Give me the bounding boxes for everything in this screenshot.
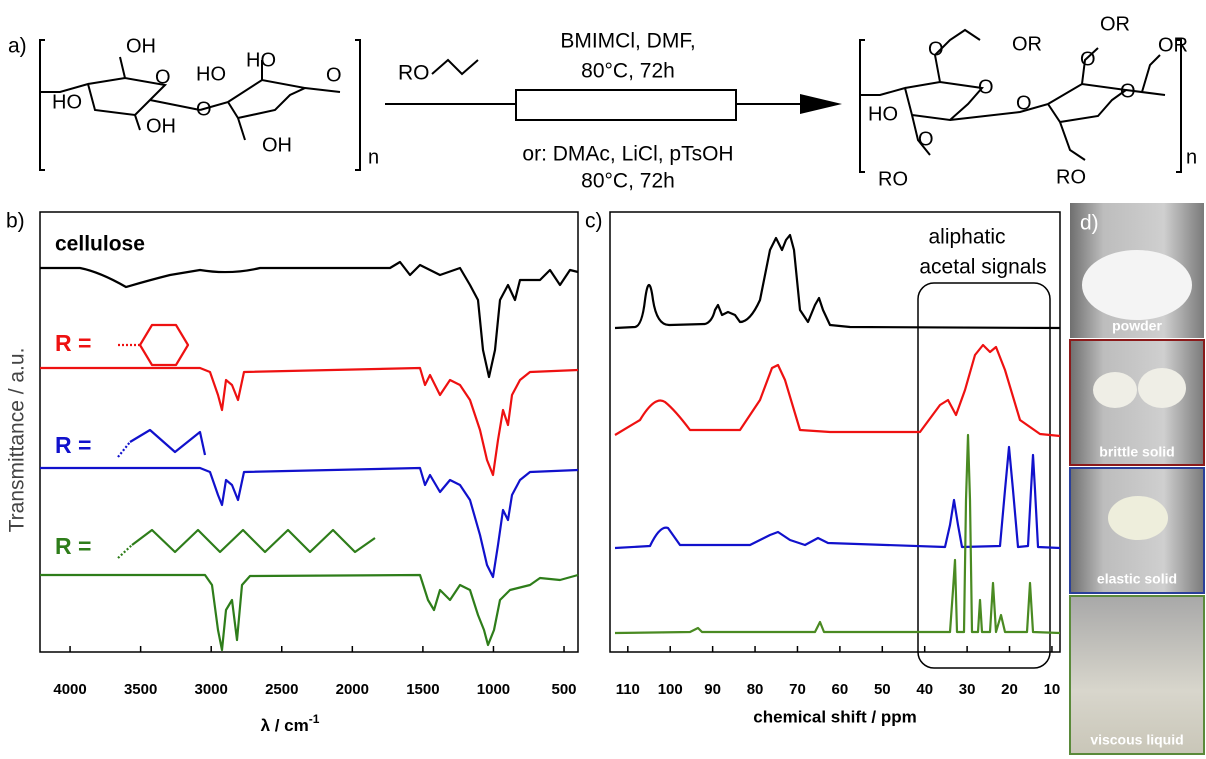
x-tick-label: 1500 <box>406 681 439 698</box>
x-axis-label-text: λ / cm <box>261 716 309 735</box>
atom-label: O <box>155 66 171 88</box>
x-axis-label: chemical shift / ppm <box>753 707 916 726</box>
atom-label: O <box>918 128 934 150</box>
nmr-spectrum <box>614 433 1061 635</box>
x-tick-label: 40 <box>916 681 933 698</box>
x-tick-label: 1000 <box>477 681 510 698</box>
substituent-bond <box>117 544 133 559</box>
photo-label: elastic solid <box>1097 571 1177 587</box>
substituent-butyl <box>129 428 207 456</box>
arrow-head <box>800 94 842 114</box>
trace-label: R = <box>55 330 91 356</box>
ir-spectrum <box>40 260 579 379</box>
photo-label: powder <box>1112 318 1162 334</box>
panel-label: a) <box>8 35 27 58</box>
photo <box>1069 595 1205 755</box>
repeat-n: n <box>368 146 379 168</box>
vinyl-group <box>431 58 479 76</box>
x-tick-label: 90 <box>704 681 721 698</box>
atom-label: O <box>1016 92 1032 114</box>
sample-brittle <box>1093 372 1137 408</box>
condition: BMIMCl, DMF, <box>560 30 695 53</box>
x-tick-label: 3500 <box>124 681 157 698</box>
nmr-spectrum <box>614 233 1061 330</box>
x-tick-label: 2500 <box>265 681 298 698</box>
panel-label: d) <box>1080 212 1099 235</box>
x-tick-label: 4000 <box>53 681 86 698</box>
reagent: RO <box>398 62 430 85</box>
atom-label: OH <box>262 134 292 156</box>
panel-label: c) <box>585 210 603 233</box>
atom-label: O <box>1080 48 1096 70</box>
atom-label: RO <box>1056 166 1086 188</box>
x-tick-label: 70 <box>789 681 806 698</box>
condition: 80°C, 72h <box>581 60 675 83</box>
nmr-spectrum <box>614 343 1061 438</box>
atom-label: HO <box>868 103 898 125</box>
condition: or: DMAc, LiCl, pTsOH <box>522 143 733 166</box>
atom-label: OH <box>126 35 156 57</box>
x-tick-label: 100 <box>658 681 683 698</box>
x-tick-label: 2000 <box>336 681 369 698</box>
x-tick-label: 80 <box>747 681 764 698</box>
atom-label: OR <box>1158 34 1188 56</box>
substituent-cyclohexyl <box>138 323 190 367</box>
annotation: aliphatic <box>928 226 1005 249</box>
x-tick-label: 50 <box>874 681 891 698</box>
atom-label: OH <box>146 115 176 137</box>
annotation-box <box>917 282 1051 669</box>
trace-label: R = <box>55 432 91 458</box>
repeat-n: n <box>1186 146 1197 168</box>
x-axis-label: λ / cm-1 <box>261 712 320 735</box>
photo-label: brittle solid <box>1099 444 1174 460</box>
reaction-box <box>515 89 737 121</box>
atom-label: RO <box>878 168 908 190</box>
nmr-spectrum <box>614 445 1061 550</box>
x-tick-label: 500 <box>552 681 577 698</box>
panel-a: a) OH HO HO HO OH OH O O O n RO BMIMCl, … <box>8 13 1197 192</box>
x-tick-label: 10 <box>1044 681 1061 698</box>
sample-brittle <box>1138 368 1186 408</box>
photo <box>1069 339 1205 466</box>
atom-label: HO <box>196 63 226 85</box>
plot-frame <box>39 211 579 653</box>
substituent-dodecyl <box>131 528 376 554</box>
atom-label: O <box>928 38 944 60</box>
x-tick-label: 20 <box>1001 681 1018 698</box>
x-tick-label: 110 <box>616 681 640 698</box>
atom-label: O <box>326 64 342 86</box>
panel-d: d) powder brittle solid elastic solid vi… <box>1069 203 1205 755</box>
atom-label: HO <box>52 91 82 113</box>
y-axis-label: Transmittance / a.u. <box>6 348 29 533</box>
trace-label: cellulose <box>55 233 145 256</box>
x-tick-label: 30 <box>959 681 976 698</box>
x-tick-label: 60 <box>832 681 849 698</box>
panel-c: c) aliphatic acetal signals chemical shi… <box>585 210 1061 726</box>
reactant-structure <box>39 39 361 171</box>
annotation: acetal signals <box>919 256 1046 279</box>
product-structure <box>859 28 1182 173</box>
sample-elastic <box>1108 496 1168 540</box>
atom-label: O <box>196 98 212 120</box>
ir-spectrum <box>40 573 579 652</box>
trace-label: R = <box>55 533 91 559</box>
ir-spectrum <box>40 366 579 477</box>
substituent-bond <box>117 441 131 458</box>
plot-frame <box>609 211 1061 653</box>
atom-label: O <box>978 76 994 98</box>
atom-label: OR <box>1012 33 1042 55</box>
atom-label: O <box>1120 80 1136 102</box>
ir-spectrum <box>40 466 579 579</box>
sample-powder <box>1082 250 1192 320</box>
photo-label: viscous liquid <box>1090 732 1183 748</box>
x-tick-label: 3000 <box>195 681 228 698</box>
condition: 80°C, 72h <box>581 170 675 193</box>
atom-label: HO <box>246 49 276 71</box>
x-axis-label-superscript: -1 <box>309 712 320 726</box>
panel-b: b) Transmittance / a.u. λ / cm-1 cellulo… <box>6 210 579 735</box>
atom-label: OR <box>1100 13 1130 35</box>
panel-label: b) <box>6 210 25 233</box>
